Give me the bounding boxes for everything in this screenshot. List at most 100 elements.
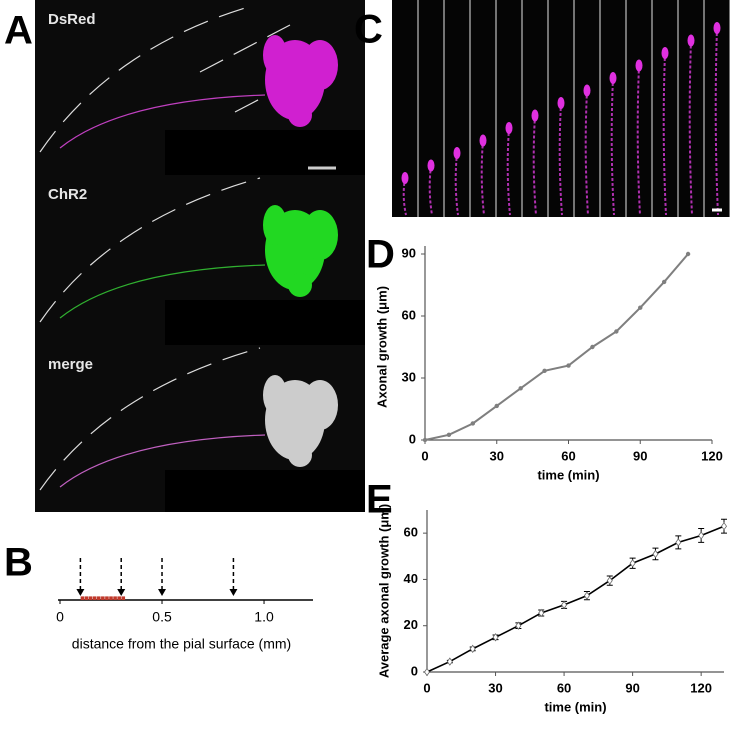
axon bbox=[662, 52, 667, 216]
marker bbox=[424, 667, 430, 677]
panel-c-image bbox=[392, 0, 730, 217]
marker bbox=[661, 279, 667, 285]
growth-cone bbox=[687, 34, 695, 47]
image-label: DsRed bbox=[48, 11, 96, 28]
marker bbox=[675, 538, 682, 547]
growth-cone bbox=[661, 47, 669, 59]
dot bbox=[101, 596, 105, 600]
growth-cone bbox=[427, 159, 435, 172]
marker bbox=[492, 633, 499, 642]
x-tick-label: 120 bbox=[690, 680, 712, 695]
axon bbox=[714, 27, 719, 216]
panel-letter: D bbox=[366, 233, 395, 277]
x-axis-label: distance from the pial surface (mm) bbox=[72, 636, 291, 652]
growth-cone bbox=[531, 109, 539, 122]
marker bbox=[583, 591, 590, 600]
dot bbox=[117, 596, 121, 600]
x-tick-label: 30 bbox=[490, 448, 504, 463]
y-tick-label: 0 bbox=[411, 663, 418, 678]
x-tick-label: 60 bbox=[561, 448, 575, 463]
growth-cone bbox=[583, 84, 591, 97]
growth-cone bbox=[713, 22, 721, 34]
marker bbox=[566, 363, 571, 368]
y-tick-label: 20 bbox=[404, 617, 418, 632]
x-tick-label: 30 bbox=[488, 680, 502, 695]
marker bbox=[698, 531, 705, 540]
dot bbox=[84, 596, 89, 600]
axon bbox=[688, 40, 693, 216]
image-label: ChR2 bbox=[48, 186, 87, 203]
dot bbox=[105, 596, 109, 600]
y-tick-label: 60 bbox=[404, 525, 418, 540]
x-tick-label: 90 bbox=[625, 680, 639, 695]
y-tick-label: 40 bbox=[404, 571, 418, 586]
marker bbox=[614, 329, 619, 334]
y-tick-label: 60 bbox=[402, 307, 416, 322]
marker bbox=[518, 386, 523, 391]
x-tick-label: 0 bbox=[56, 609, 64, 625]
dot bbox=[92, 596, 97, 600]
panel-letter: E bbox=[366, 478, 393, 522]
x-axis-label: time (min) bbox=[537, 467, 599, 482]
dot bbox=[109, 596, 113, 600]
panel-letter: A bbox=[4, 9, 33, 53]
marker bbox=[515, 621, 522, 630]
y-axis-label: Average axonal growth (μm) bbox=[376, 504, 391, 678]
x-tick-label: 120 bbox=[701, 448, 723, 463]
growth-cone bbox=[635, 59, 643, 72]
y-tick-label: 30 bbox=[402, 369, 416, 384]
axon bbox=[558, 102, 563, 216]
axon bbox=[610, 77, 615, 216]
growth-cone bbox=[557, 97, 565, 109]
x-tick-label: 1.0 bbox=[254, 609, 274, 625]
marker bbox=[638, 305, 643, 310]
x-tick-label: 0.5 bbox=[152, 609, 172, 625]
arrow-head bbox=[117, 589, 126, 596]
marker bbox=[470, 421, 476, 426]
line bbox=[426, 525, 725, 673]
x-axis-label: time (min) bbox=[544, 699, 606, 714]
growth-cone bbox=[609, 72, 617, 84]
panel-letter: B bbox=[4, 541, 33, 585]
marker bbox=[629, 559, 636, 568]
marker bbox=[469, 644, 476, 654]
panel-letter: C bbox=[354, 8, 383, 52]
axon bbox=[636, 65, 641, 216]
growth-cone bbox=[453, 147, 461, 159]
x-tick-label: 60 bbox=[557, 680, 571, 695]
arrow-head bbox=[158, 589, 167, 596]
marker bbox=[721, 522, 727, 531]
marker bbox=[590, 344, 595, 350]
x-tick-label: 0 bbox=[423, 680, 430, 695]
y-tick-label: 90 bbox=[402, 245, 416, 260]
arrow-head bbox=[76, 589, 85, 596]
marker bbox=[446, 657, 453, 666]
dot bbox=[121, 596, 126, 600]
dot bbox=[80, 596, 85, 600]
image-label: merge bbox=[48, 356, 93, 373]
x-tick-label: 90 bbox=[633, 448, 647, 463]
panel-a-images: DsRed ChR2 merge bbox=[35, 0, 365, 512]
growth-cone bbox=[401, 172, 409, 184]
marker bbox=[422, 437, 428, 443]
marker bbox=[561, 600, 568, 610]
x-tick-label: 0 bbox=[421, 448, 428, 463]
marker bbox=[494, 403, 499, 409]
dot bbox=[96, 596, 101, 600]
marker bbox=[542, 368, 547, 373]
dot bbox=[88, 596, 93, 600]
marker bbox=[652, 549, 659, 559]
growth-cone bbox=[479, 134, 487, 147]
marker bbox=[446, 432, 452, 438]
axon bbox=[584, 90, 589, 216]
axon bbox=[428, 165, 433, 216]
line bbox=[424, 253, 689, 441]
growth-cone bbox=[505, 122, 513, 134]
y-tick-label: 0 bbox=[409, 431, 416, 446]
dot bbox=[113, 596, 117, 600]
marker bbox=[685, 251, 691, 257]
marker bbox=[606, 576, 613, 585]
y-axis-label: Axonal growth (μm) bbox=[374, 286, 389, 408]
marker bbox=[538, 608, 545, 618]
